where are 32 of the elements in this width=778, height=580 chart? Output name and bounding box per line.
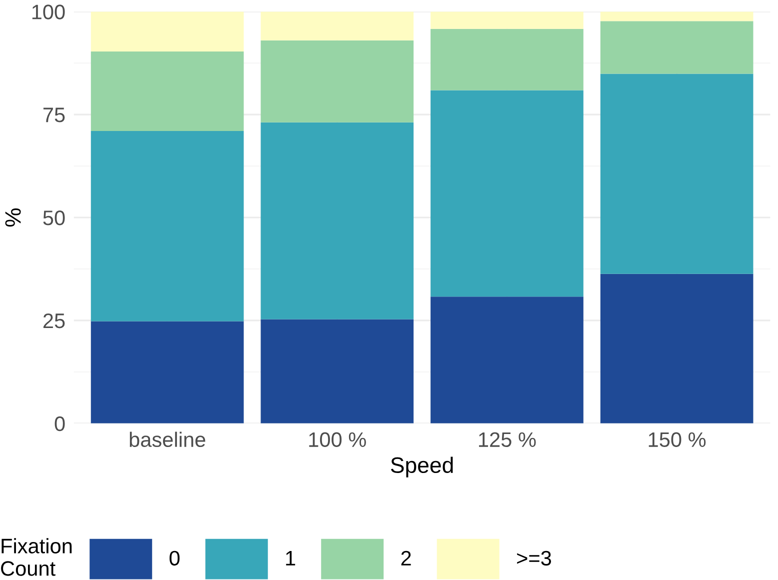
bar (430, 296, 584, 424)
bar (90, 52, 244, 132)
x-axis-title: Speed (390, 456, 453, 478)
y-tick-label: 75 (43, 108, 65, 122)
x-tick-label: 125 % (479, 432, 536, 448)
legend-label: >=3 (517, 550, 552, 566)
x-tick-label: 100 % (309, 432, 366, 448)
bar (600, 12, 754, 22)
y-tick-label: 50 (43, 210, 65, 226)
y-tick-label: 0 (54, 416, 65, 432)
bar (90, 321, 244, 424)
legend-label: 1 (286, 551, 296, 566)
y-tick-label: 100 (32, 4, 65, 20)
y-axis-title: % (5, 208, 21, 227)
legend-label: 2 (401, 550, 411, 566)
bar (600, 74, 754, 274)
bar (600, 21, 754, 74)
bar (260, 319, 414, 424)
bar (430, 90, 584, 297)
bar (90, 131, 244, 322)
bar (90, 12, 244, 52)
bar (260, 122, 414, 320)
bar (260, 40, 414, 122)
y-tick-label: 25 (43, 313, 65, 328)
bar (260, 12, 414, 40)
x-tick-label: 150 % (648, 432, 706, 448)
bar (600, 274, 754, 424)
x-tick-label: baseline (130, 432, 206, 448)
legend-label: 0 (170, 550, 180, 566)
legend-title: Fixation Count (1, 538, 72, 576)
bar (430, 28, 584, 90)
bar (430, 12, 584, 29)
